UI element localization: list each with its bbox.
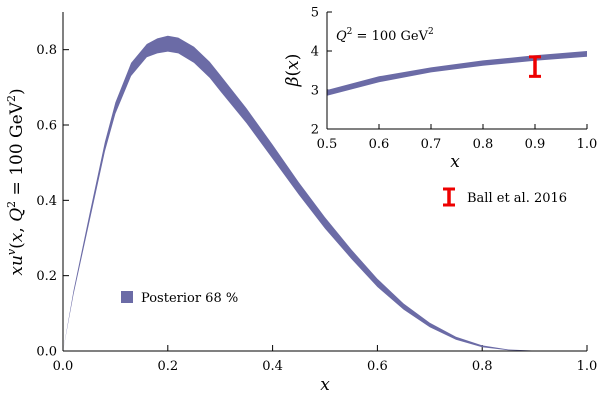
inset-y-tick-label-2: 4 — [311, 45, 319, 60]
error-bar-ball-2016 — [529, 55, 541, 78]
main-y-tick-label-2: 0.4 — [36, 194, 57, 209]
inset-y-tick-label-3: 5 — [311, 6, 319, 21]
inset-x-tick-label-3: 0.8 — [473, 137, 494, 152]
inset-legend: Ball et al. 2016 — [443, 187, 567, 207]
main-chart: 0.0 0.2 0.4 0.6 0.8 1.0 0.0 0.2 0.4 0.6 0.8 x xuv(… — [5, 12, 597, 395]
main-y-tick-label-4: 0.8 — [36, 43, 57, 58]
main-y-tick-label-0: 0.0 — [36, 345, 57, 360]
inset-y-tick-label-1: 3 — [311, 84, 319, 99]
main-y-axis-label: xuv(x, Q2 = 100 GeV2) — [5, 88, 27, 275]
inset-y-tick-label-0: 2 — [311, 123, 319, 138]
main-x-tick-label-1: 0.2 — [157, 359, 178, 374]
main-ticks: 0.0 0.2 0.4 0.6 0.8 1.0 0.0 0.2 0.4 0.6 0.8 — [36, 43, 597, 374]
inset-x-axis-label: x — [450, 152, 460, 172]
inset-y-axis-label: β(x) — [283, 54, 303, 88]
inset-x-tick-label-5: 1.0 — [577, 137, 598, 152]
main-y-tick-label-1: 0.2 — [36, 269, 57, 284]
legend-swatch-ball-2016 — [443, 187, 455, 207]
legend-swatch-posterior — [121, 291, 133, 303]
inset-posterior-band — [327, 51, 587, 96]
inset-annotation: Q2 = 100 GeV2 — [336, 27, 434, 44]
legend-label-posterior: Posterior 68 % — [141, 291, 238, 306]
main-x-tick-label-5: 1.0 — [577, 359, 598, 374]
main-x-tick-label-4: 0.8 — [472, 359, 493, 374]
inset-chart: 0.5 0.6 0.7 0.8 0.9 1.0 2 3 4 5 x β(x) Q2 = 100 G… — [283, 5, 598, 207]
main-legend: Posterior 68 % — [121, 291, 238, 306]
main-x-tick-label-2: 0.4 — [262, 359, 283, 374]
inset-ticks: 0.5 0.6 0.7 0.8 0.9 1.0 2 3 4 5 — [311, 6, 598, 153]
main-x-tick-label-0: 0.0 — [53, 359, 74, 374]
inset-x-tick-label-2: 0.7 — [421, 137, 442, 152]
legend-label-ball-2016: Ball et al. 2016 — [467, 191, 567, 206]
inset-x-tick-label-4: 0.9 — [525, 137, 546, 152]
main-x-tick-label-3: 0.6 — [367, 359, 388, 374]
inset-x-tick-label-0: 0.5 — [317, 137, 338, 152]
main-x-axis-label: x — [320, 375, 330, 395]
main-y-tick-label-3: 0.6 — [36, 119, 57, 134]
inset-x-tick-label-1: 0.6 — [369, 137, 390, 152]
